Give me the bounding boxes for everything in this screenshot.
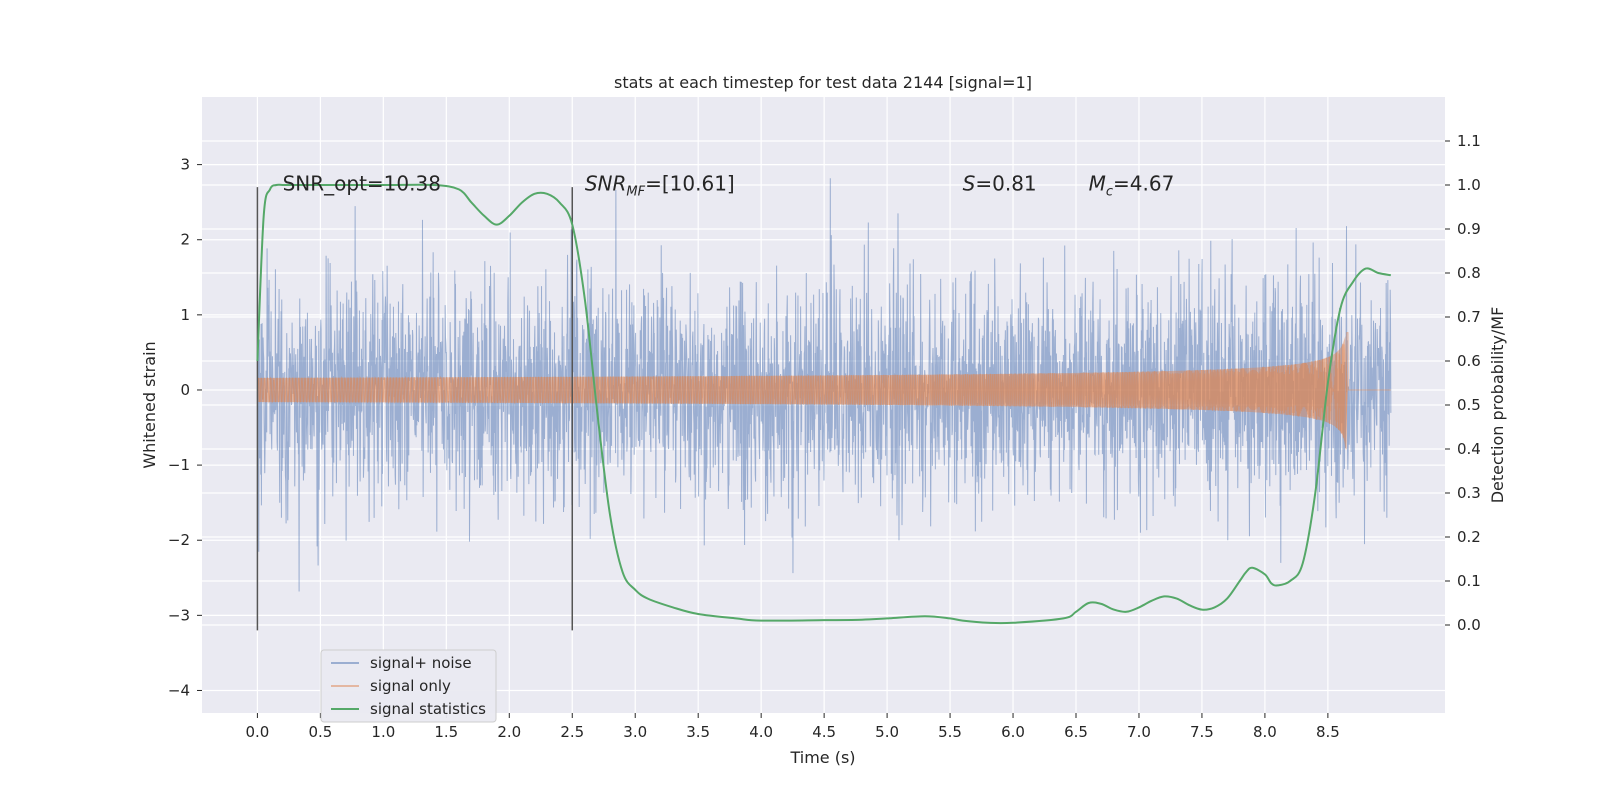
annotation-3: Mc=4.67: [1089, 171, 1175, 199]
line-signal-noise: [256, 178, 1392, 592]
y-right-tick-label-5: 0.6: [1457, 352, 1481, 370]
y-tick-label-1: 2: [180, 231, 190, 249]
annotation-0: SNR_opt=10.38: [283, 171, 441, 195]
y-tick-label-7: −4: [168, 681, 190, 699]
x-tick-label-16: 8.0: [1253, 723, 1277, 741]
y-right-tick-label-8: 0.3: [1457, 484, 1481, 502]
x-tick-label-8: 4.0: [749, 723, 773, 741]
y-right-tick-label-4: 0.7: [1457, 308, 1481, 326]
axis-ticks: 0.0 0.5 1.0 1.5 2.0 2.5 3.0 3.5 4.0 4.5 5.0 5.5 6.0 6…: [168, 132, 1481, 741]
x-tick-label-9: 4.5: [812, 723, 836, 741]
x-tick-label-11: 5.5: [938, 723, 962, 741]
y-tick-label-5: −2: [168, 531, 190, 549]
legend: signal+ noise signal only signal statist…: [320, 649, 497, 723]
x-tick-label-14: 7.0: [1127, 723, 1151, 741]
y-tick-label-0: 3: [180, 156, 190, 174]
line-signal-statistics: [256, 183, 1392, 625]
legend-frame: [320, 649, 497, 723]
signal-only-envelope: [257, 335, 1349, 444]
legend-entry-signal-noise: signal+ noise: [370, 654, 472, 672]
legend-entry-signal-only: signal only: [370, 677, 451, 695]
x-tick-label-1: 0.5: [308, 723, 332, 741]
chart-title: stats at each timestep for test data 214…: [614, 73, 1032, 92]
y-right-tick-label-3: 0.8: [1457, 264, 1481, 282]
legend-entry-signal-statistics: signal statistics: [370, 700, 486, 718]
series-signal-noise: [256, 178, 1392, 592]
y-right-tick-label-11: 0.0: [1457, 616, 1481, 634]
line-signal-only: [256, 332, 1391, 450]
annotations: SNR_opt=10.38 SNRMF=[10.61] S=0.81 Mc=4.67: [283, 171, 1175, 199]
y-tick-label-4: −1: [168, 456, 190, 474]
x-tick-label-15: 7.5: [1190, 723, 1214, 741]
x-tick-label-7: 3.5: [686, 723, 710, 741]
x-tick-label-10: 5.0: [875, 723, 899, 741]
x-tick-label-3: 1.5: [434, 723, 458, 741]
x-tick-label-6: 3.0: [623, 723, 647, 741]
y-right-tick-label-2: 0.9: [1457, 220, 1481, 238]
x-tick-label-13: 6.5: [1064, 723, 1088, 741]
annotation-1: SNRMF=[10.61]: [585, 171, 735, 199]
y-right-axis-label: Detection probability/MF: [1488, 307, 1507, 504]
y-right-tick-label-10: 0.1: [1457, 572, 1481, 590]
annotation-2: S=0.81: [963, 171, 1037, 195]
series-signal-only: [256, 332, 1391, 450]
x-axis-label: Time (s): [789, 748, 855, 767]
x-tick-label-17: 8.5: [1316, 723, 1340, 741]
y-right-tick-label-9: 0.2: [1457, 528, 1481, 546]
x-tick-label-5: 2.5: [560, 723, 584, 741]
y-right-tick-label-6: 0.5: [1457, 396, 1481, 414]
x-tick-label-4: 2.0: [497, 723, 521, 741]
y-tick-label-6: −3: [168, 606, 190, 624]
y-right-tick-label-0: 1.1: [1457, 132, 1481, 150]
x-tick-label-12: 6.0: [1001, 723, 1025, 741]
y-axis-label: Whitened strain: [140, 341, 159, 468]
x-tick-label-0: 0.0: [245, 723, 269, 741]
y-tick-label-3: 0: [180, 381, 190, 399]
x-tick-label-2: 1.0: [371, 723, 395, 741]
series-signal-statistics: [256, 183, 1392, 625]
y-right-tick-label-1: 1.0: [1457, 176, 1481, 194]
y-tick-label-2: 1: [180, 306, 190, 324]
y-right-tick-label-7: 0.4: [1457, 440, 1481, 458]
vertical-markers: [256, 187, 574, 631]
